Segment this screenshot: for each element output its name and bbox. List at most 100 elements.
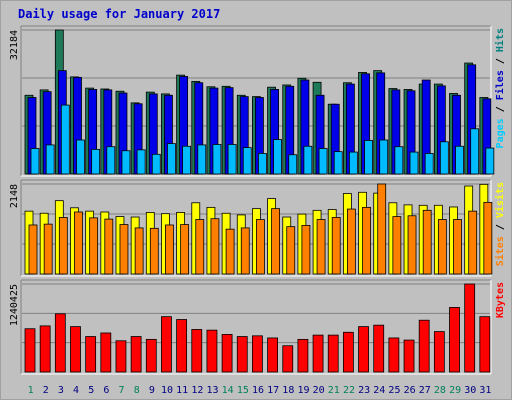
bar-pages bbox=[364, 140, 373, 175]
y-max-label: 1240425 bbox=[9, 284, 20, 326]
bar-sites bbox=[28, 224, 38, 275]
chart-title: Daily usage for January 2017 bbox=[18, 7, 221, 21]
bar-kbytes bbox=[85, 336, 97, 373]
bar-kbytes bbox=[297, 338, 309, 373]
legend-kbytes: KBytes bbox=[495, 282, 506, 318]
bar-kbytes bbox=[54, 313, 66, 373]
bar-sites bbox=[149, 227, 159, 275]
day-label: 25 bbox=[388, 385, 400, 396]
bar-kbytes bbox=[373, 324, 385, 373]
day-label: 16 bbox=[252, 385, 264, 396]
bar-kbytes bbox=[479, 316, 491, 373]
bar-pages bbox=[227, 144, 237, 175]
day-label: 29 bbox=[449, 385, 461, 396]
legend-entry: / bbox=[495, 52, 506, 70]
day-label: 9 bbox=[149, 385, 155, 396]
day-label: 19 bbox=[297, 385, 309, 396]
bar-pages bbox=[91, 148, 101, 175]
bar-pages bbox=[136, 149, 146, 175]
bar-kbytes bbox=[130, 336, 142, 373]
bar-pages bbox=[151, 153, 161, 175]
bar-sites bbox=[89, 217, 99, 275]
bar-sites bbox=[301, 224, 311, 275]
bar-pages bbox=[30, 148, 40, 175]
legend-entry: / bbox=[495, 218, 506, 236]
bar-pages bbox=[455, 145, 464, 175]
bar-kbytes bbox=[161, 316, 172, 373]
legend-entry: Files bbox=[494, 70, 506, 100]
day-label: 21 bbox=[328, 385, 340, 396]
bar-kbytes bbox=[145, 338, 157, 373]
day-label: 6 bbox=[103, 385, 109, 396]
bar-sites bbox=[392, 216, 402, 275]
bar-kbytes bbox=[312, 334, 324, 373]
bar-pages bbox=[242, 147, 252, 175]
day-label: 23 bbox=[358, 385, 370, 396]
day-label: 3 bbox=[58, 385, 64, 396]
bar-pages bbox=[409, 151, 419, 175]
bar-sites bbox=[225, 228, 235, 275]
day-label: 10 bbox=[161, 385, 173, 396]
bar-sites bbox=[453, 219, 462, 275]
bar-pages bbox=[333, 151, 343, 175]
bar-sites bbox=[362, 206, 371, 275]
day-label: 24 bbox=[373, 385, 385, 396]
bar-sites bbox=[407, 215, 417, 275]
bar-pages bbox=[258, 153, 267, 175]
bar-kbytes bbox=[70, 326, 81, 373]
bar-sites bbox=[119, 224, 129, 275]
bar-kbytes bbox=[388, 337, 400, 373]
bar-kbytes bbox=[358, 326, 369, 373]
bar-pages bbox=[318, 148, 328, 175]
bar-sites bbox=[286, 226, 296, 275]
bar-kbytes bbox=[115, 340, 127, 373]
legend-entry: Visits bbox=[494, 182, 506, 218]
bar-pages bbox=[485, 147, 495, 175]
bar-sites bbox=[58, 217, 68, 275]
bar-kbytes bbox=[267, 337, 278, 373]
legend-entry: Pages bbox=[495, 118, 506, 148]
bar-kbytes bbox=[100, 332, 112, 373]
day-label: 27 bbox=[419, 385, 431, 396]
bar-kbytes bbox=[464, 283, 476, 373]
bar-sites bbox=[165, 224, 174, 275]
bar-sites bbox=[316, 219, 326, 275]
bar-pages bbox=[212, 144, 222, 175]
day-label: 1 bbox=[28, 385, 34, 396]
bar-kbytes bbox=[176, 319, 188, 373]
bar-pages bbox=[394, 146, 404, 175]
bar-sites bbox=[377, 183, 387, 275]
bar-pages bbox=[106, 146, 116, 175]
bar-sites bbox=[134, 227, 144, 275]
legend-entry: / bbox=[495, 100, 506, 118]
bar-pages bbox=[121, 150, 131, 175]
bar-kbytes bbox=[327, 334, 339, 373]
bar-kbytes bbox=[39, 325, 51, 373]
bar-kbytes bbox=[418, 319, 430, 373]
bar-kbytes bbox=[403, 339, 415, 373]
bar-pages bbox=[45, 144, 55, 175]
bar-pages bbox=[379, 139, 389, 175]
bar-kbytes bbox=[282, 345, 294, 373]
day-label: 20 bbox=[313, 385, 325, 396]
day-label: 8 bbox=[134, 385, 140, 396]
day-label: 17 bbox=[267, 385, 279, 396]
bar-kbytes bbox=[342, 331, 354, 373]
bar-sites bbox=[271, 208, 280, 275]
day-label: 28 bbox=[434, 385, 446, 396]
bar-sites bbox=[210, 218, 220, 275]
day-label: 22 bbox=[343, 385, 355, 396]
bar-kbytes bbox=[236, 336, 248, 373]
day-label: 13 bbox=[206, 385, 218, 396]
bar-sites bbox=[437, 219, 447, 275]
day-label: 14 bbox=[222, 385, 234, 396]
bar-pages bbox=[348, 151, 358, 175]
bar-sites bbox=[422, 209, 432, 275]
bar-kbytes bbox=[449, 307, 460, 373]
bar-kbytes bbox=[221, 333, 233, 373]
day-label: 18 bbox=[282, 385, 294, 396]
day-label: 7 bbox=[119, 385, 125, 396]
bar-pages bbox=[470, 128, 480, 175]
day-label: 30 bbox=[464, 385, 476, 396]
y-max-label: 2148 bbox=[9, 184, 20, 208]
